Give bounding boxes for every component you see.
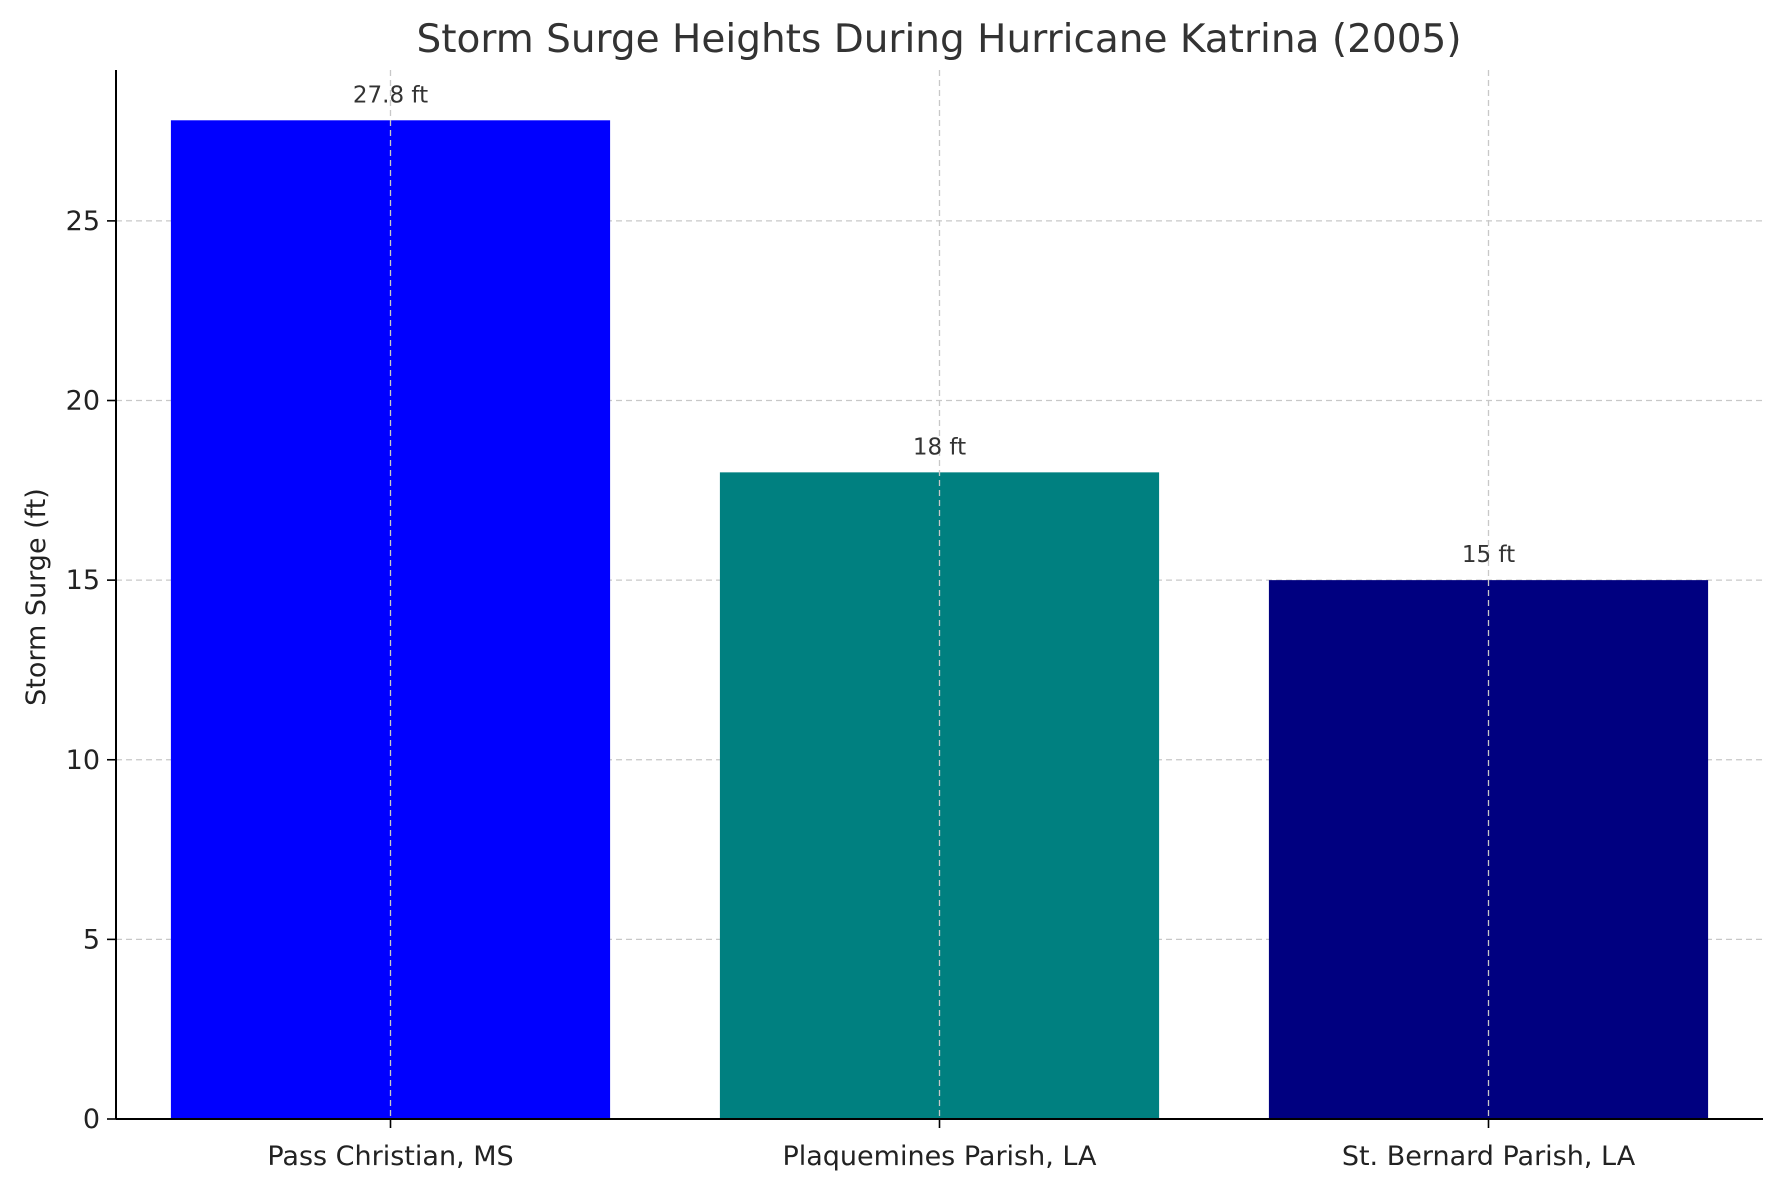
y-tick-label: 10 [66,745,100,776]
bar-value-label: 18 ft [913,434,966,460]
chart-title: Storm Surge Heights During Hurricane Kat… [416,17,1461,62]
y-axis-label: Storm Surge (ft) [21,488,52,706]
x-tick-label: Plaquemines Parish, LA [782,1141,1097,1172]
bar-value-label: 15 ft [1462,542,1515,568]
bar [1268,580,1709,1119]
y-tick-label: 20 [66,386,100,417]
y-tick-label: 15 [66,565,100,596]
y-tick-label: 0 [83,1104,100,1135]
y-tick-label: 5 [83,924,100,955]
x-tick-label: St. Bernard Parish, LA [1342,1141,1636,1172]
y-tick-label: 25 [66,206,100,237]
axes-layer [107,70,1763,1128]
x-tick-label: Pass Christian, MS [267,1141,513,1172]
labels-layer: 0 5 10 15 20 25 Pass Christian, MS 27.8 ft Plaqu… [66,82,1636,1172]
bar-value-label: 27.8 ft [353,82,428,108]
bars-layer [170,120,1709,1120]
